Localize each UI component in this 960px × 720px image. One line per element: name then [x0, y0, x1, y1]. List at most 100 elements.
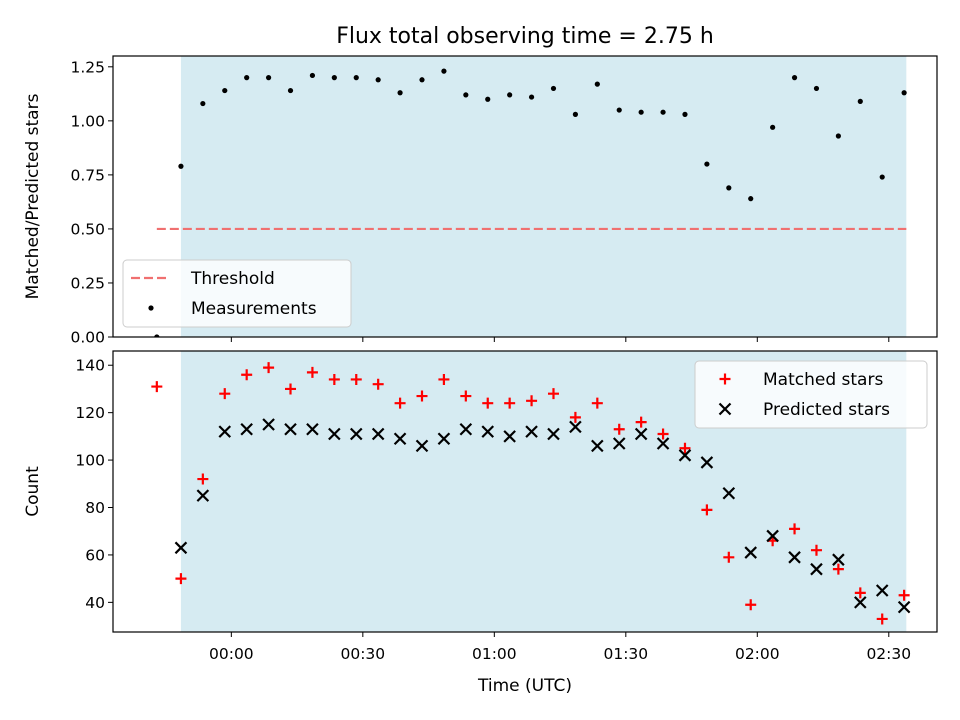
y-tick-label: 100: [75, 452, 105, 470]
y-tick-label: 80: [85, 499, 105, 517]
measurement-point: [485, 96, 491, 102]
predicted-star-point: [393, 432, 407, 446]
measurement-point: [528, 94, 535, 100]
y-tick-label: 60: [85, 546, 105, 564]
matched-star-point: [241, 369, 253, 381]
y-tick-label: 0.50: [70, 220, 105, 238]
x-tick-label: 02:00: [735, 645, 780, 663]
matched-star-point: [350, 373, 362, 385]
bottom-panel: 40 60 80 100 120 140 00:00 00:30 01:00 01:30 02:00…: [23, 350, 938, 663]
matched-star-point: [701, 504, 713, 516]
matched-star-point: [613, 423, 625, 435]
legend-predicted-swatch: [718, 402, 732, 416]
predicted-star-point: [766, 529, 779, 543]
predicted-star-point: [284, 422, 297, 436]
y-tick-label: 0.75: [70, 166, 105, 184]
x-tick-label: 01:30: [603, 645, 648, 663]
legend-measurement-swatch: [148, 305, 154, 311]
predicted-star-point: [700, 456, 714, 469]
y-axis-label: Matched/Predicted stars: [23, 93, 43, 299]
measurement-point: [244, 75, 250, 81]
legend-box: [694, 360, 928, 429]
measurement-point: [791, 75, 798, 81]
measurement-point: [331, 75, 337, 81]
measurement-point: [704, 161, 710, 167]
matched-star-point: [460, 390, 472, 402]
matched-star-point: [723, 551, 735, 563]
matched-star-point: [789, 523, 801, 535]
measurement-point: [200, 100, 206, 107]
legend-predicted-label: Predicted stars: [763, 400, 890, 420]
predicted-star-point: [591, 439, 604, 453]
matched-star-point: [416, 390, 428, 402]
matched-star-point: [810, 544, 822, 556]
legend-threshold-label: Threshold: [190, 269, 275, 289]
measurement-point: [441, 68, 447, 74]
measurement-point: [178, 163, 184, 169]
matched-star-point: [197, 473, 209, 485]
matched-star-point: [569, 411, 581, 423]
measurement-point: [726, 185, 732, 191]
matched-star-point: [482, 397, 494, 409]
predicted-star-point: [569, 420, 582, 434]
legend-measurement-label: Measurements: [191, 299, 317, 319]
x-tick-label: 00:30: [340, 645, 385, 663]
data-points: [151, 362, 911, 625]
measurement-point: [572, 111, 579, 117]
predicted-star-point: [547, 427, 560, 441]
predicted-star-point: [196, 489, 210, 502]
matched-star-point: [285, 383, 297, 395]
matched-star-point: [635, 416, 647, 428]
measurement-point: [901, 90, 907, 96]
predicted-star-point: [371, 427, 385, 441]
matched-star-point: [175, 573, 187, 585]
predicted-star-point: [897, 600, 911, 614]
predicted-star-point: [634, 427, 648, 441]
predicted-star-point: [174, 541, 188, 555]
x-tick-label: 00:00: [209, 645, 254, 663]
x-tick-label: 02:30: [866, 645, 911, 663]
predicted-star-point: [415, 439, 429, 453]
predicted-star-point: [349, 427, 363, 441]
matched-star-point: [306, 366, 318, 378]
measurement-point: [748, 196, 754, 202]
chart-title: Flux total observing time = 2.75 h: [336, 24, 714, 49]
matched-star-point: [526, 395, 538, 407]
measurement-point: [879, 174, 885, 180]
matched-star-point: [745, 599, 757, 611]
predicted-star-point: [306, 422, 319, 436]
predicted-star-point: [744, 546, 758, 559]
predicted-star-point: [656, 437, 670, 450]
y-axis-label: Count: [23, 466, 43, 517]
measurement-point: [154, 334, 160, 337]
y-tick-label: 1.25: [70, 58, 105, 76]
predicted-star-point: [854, 596, 867, 609]
measurement-point: [835, 133, 841, 139]
data-points: [154, 68, 907, 337]
measurement-point: [222, 87, 228, 94]
top-panel: 0.00 0.25 0.50 0.75 1.00 1.25 Matched/Predicte…: [23, 55, 938, 347]
measurement-point: [287, 87, 294, 94]
predicted-star-point: [832, 553, 845, 566]
y-tick-label: 0.25: [70, 274, 105, 292]
predicted-star-point: [788, 551, 801, 564]
measurement-point: [309, 72, 316, 79]
matched-star-point: [151, 381, 163, 393]
matched-star-point: [657, 428, 669, 440]
measurement-point: [507, 92, 513, 98]
measurement-point: [857, 98, 863, 104]
measurement-point: [353, 75, 359, 81]
measurement-point: [682, 111, 688, 117]
measurement-point: [550, 85, 557, 92]
matched-star-point: [679, 442, 691, 454]
measurement-point: [594, 81, 600, 87]
measurement-point: [265, 75, 272, 81]
measurement-point: [770, 124, 776, 130]
matched-star-point: [591, 397, 603, 409]
predicted-star-point: [240, 422, 253, 436]
measurement-point: [397, 90, 403, 96]
matched-star-point: [504, 397, 516, 409]
matched-star-point: [832, 563, 844, 575]
matched-star-point: [898, 589, 910, 601]
matched-star-point: [876, 613, 888, 625]
